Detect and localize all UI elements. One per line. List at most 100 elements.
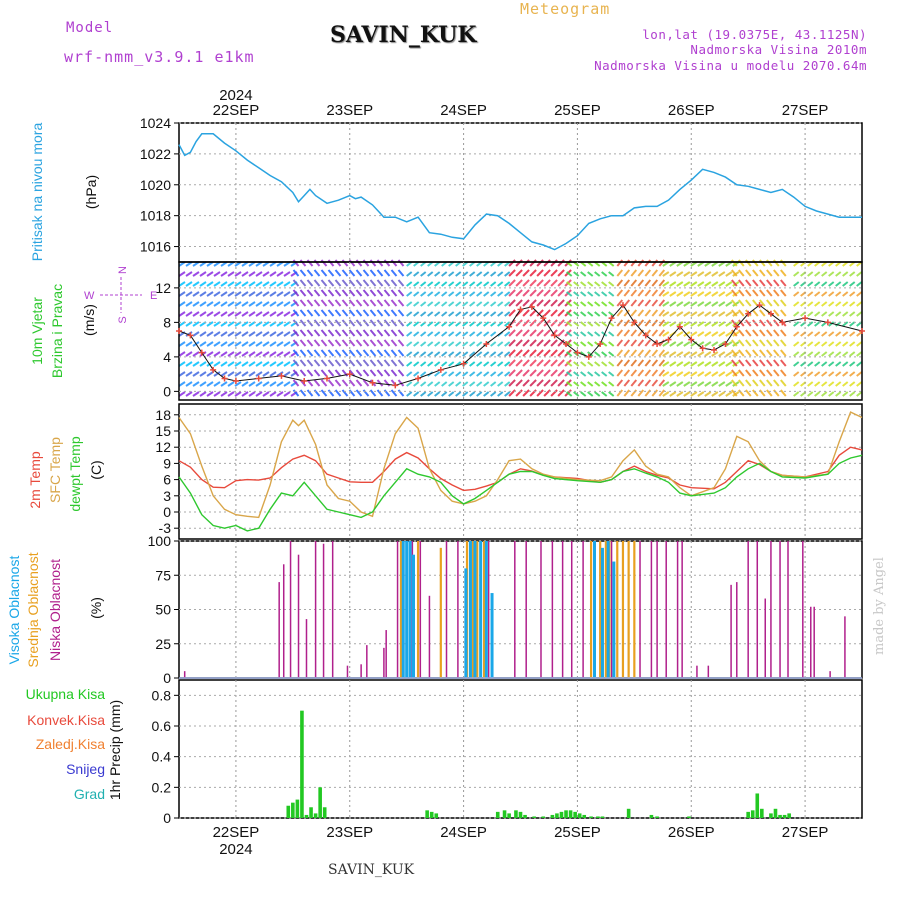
precip-legend-item: Konvek.Kisa bbox=[27, 712, 105, 728]
cloud-bar-srednja bbox=[599, 541, 602, 678]
cloud-bar-visoka bbox=[606, 541, 610, 678]
cloud-bar-srednja bbox=[627, 541, 630, 678]
cloud-bar-niska bbox=[730, 584, 732, 678]
wind-gust-marker bbox=[631, 319, 638, 326]
wind-barb-row bbox=[178, 361, 298, 367]
wind-barb-row bbox=[566, 261, 615, 267]
wind-gust-marker bbox=[676, 323, 683, 330]
wind-barb-row bbox=[406, 321, 511, 327]
y-tick-label: 1016 bbox=[140, 239, 171, 255]
precip-bar bbox=[577, 813, 582, 818]
wind-barb-row bbox=[793, 271, 863, 277]
model-name: wrf-nmm_v3.9.1 e1km bbox=[64, 48, 255, 66]
temp-axis-title-sfc: SFC Temp bbox=[47, 437, 63, 503]
wind-barb-row bbox=[662, 381, 740, 387]
cloud-bar-niska bbox=[445, 541, 448, 678]
wind-gust-marker bbox=[517, 306, 524, 313]
cloud-bar-niska bbox=[650, 541, 653, 678]
precip-bar bbox=[626, 808, 631, 818]
cloud-bar-niska bbox=[639, 541, 641, 678]
precip-bar bbox=[425, 810, 429, 818]
cloud-bar-srednja bbox=[439, 547, 442, 678]
pressure-line bbox=[178, 133, 862, 251]
panel-frame-precip bbox=[178, 679, 863, 819]
day-label-top: 23SEP bbox=[326, 102, 373, 119]
temp-line-dewpt-temp bbox=[178, 454, 863, 532]
cloud-bar-visoka bbox=[612, 561, 616, 678]
cloud-bar-srednja bbox=[633, 541, 636, 678]
precip-bar bbox=[300, 710, 304, 818]
wind-barb-row bbox=[508, 299, 572, 307]
wind-barb-row bbox=[566, 341, 615, 347]
panel-frame-pressure bbox=[178, 122, 863, 263]
cloud-bar-niska bbox=[813, 606, 815, 678]
temp-line-sfc-temp bbox=[178, 411, 863, 519]
precip-bar bbox=[655, 816, 659, 818]
wind-barb-row bbox=[616, 329, 666, 337]
wind-barb-row bbox=[662, 311, 740, 317]
cloud-bar-niska bbox=[756, 541, 759, 678]
cloud-axis-title-mid: Srednja Oblacnost bbox=[25, 552, 41, 667]
wind-gust-marker bbox=[369, 379, 376, 386]
y-tick-label: 0.6 bbox=[152, 718, 172, 734]
wind-barb-row bbox=[292, 299, 405, 307]
wind-gust-marker bbox=[585, 353, 592, 360]
compass-east: E bbox=[150, 290, 157, 302]
cloud-bar-niska bbox=[681, 541, 683, 678]
wind-barb-row bbox=[793, 341, 863, 347]
cloud-bar-niska bbox=[561, 541, 564, 678]
cloud-bar-niska bbox=[457, 541, 459, 678]
compass-cross bbox=[100, 277, 142, 313]
wind-barb-row bbox=[731, 279, 787, 287]
wind-barb-row bbox=[793, 301, 863, 307]
wind-barb-row bbox=[292, 269, 405, 277]
cloud-bar-visoka bbox=[600, 547, 604, 678]
wind-barb-row bbox=[406, 301, 511, 307]
y-tick-label: 6 bbox=[163, 472, 171, 488]
cloud-bar-visoka bbox=[405, 541, 409, 678]
y-tick-label: 0.2 bbox=[152, 779, 172, 795]
wind-gust-marker bbox=[574, 349, 581, 356]
wind-barb-row bbox=[793, 361, 863, 367]
wind-gust-marker bbox=[198, 349, 205, 356]
wind-barb-row bbox=[178, 331, 298, 337]
precip-bar bbox=[507, 813, 511, 818]
wind-barb-row bbox=[616, 349, 666, 357]
y-tick-label: 15 bbox=[155, 423, 171, 439]
precip-bar bbox=[318, 787, 322, 818]
cloud-bar-niska bbox=[810, 606, 812, 678]
wind-barb-row bbox=[292, 259, 405, 267]
wind-barb-row bbox=[793, 261, 863, 267]
cloud-bar-niska bbox=[802, 541, 804, 678]
wind-barb-row bbox=[616, 339, 666, 347]
wind-barb-row bbox=[662, 361, 740, 367]
wind-barb-row bbox=[178, 261, 298, 267]
temp-unit: (C) bbox=[88, 460, 104, 479]
compass-south: S bbox=[117, 316, 129, 323]
cloud-bar-visoka bbox=[479, 541, 483, 678]
wind-gust-marker bbox=[733, 323, 740, 330]
wind-barb-row bbox=[662, 341, 740, 347]
wind-gust-marker bbox=[756, 302, 763, 309]
precip-bar bbox=[304, 814, 309, 818]
year-label-bottom: 2024 bbox=[219, 841, 252, 858]
precip-bar bbox=[322, 807, 327, 818]
cloud-bar-srednja bbox=[616, 541, 619, 678]
wind-gust-marker bbox=[597, 340, 604, 347]
cloud-bar-niska bbox=[787, 541, 789, 678]
precip-bar bbox=[291, 802, 295, 818]
precip-bar bbox=[313, 813, 318, 818]
wind-gust-marker bbox=[176, 328, 182, 334]
wind-barb-row bbox=[508, 379, 572, 387]
y-tick-label: 0 bbox=[163, 670, 171, 686]
cloud-bar-niska bbox=[582, 541, 584, 678]
y-tick-label: 1024 bbox=[140, 115, 171, 131]
wind-barb-row bbox=[566, 331, 615, 337]
wind-gust-marker bbox=[540, 315, 547, 322]
wind-barb-row bbox=[566, 301, 615, 307]
wind-gust-marker bbox=[528, 303, 535, 310]
wind-barb-row bbox=[731, 369, 787, 377]
precip-bar bbox=[295, 799, 300, 818]
wind-gust-marker bbox=[551, 332, 558, 339]
